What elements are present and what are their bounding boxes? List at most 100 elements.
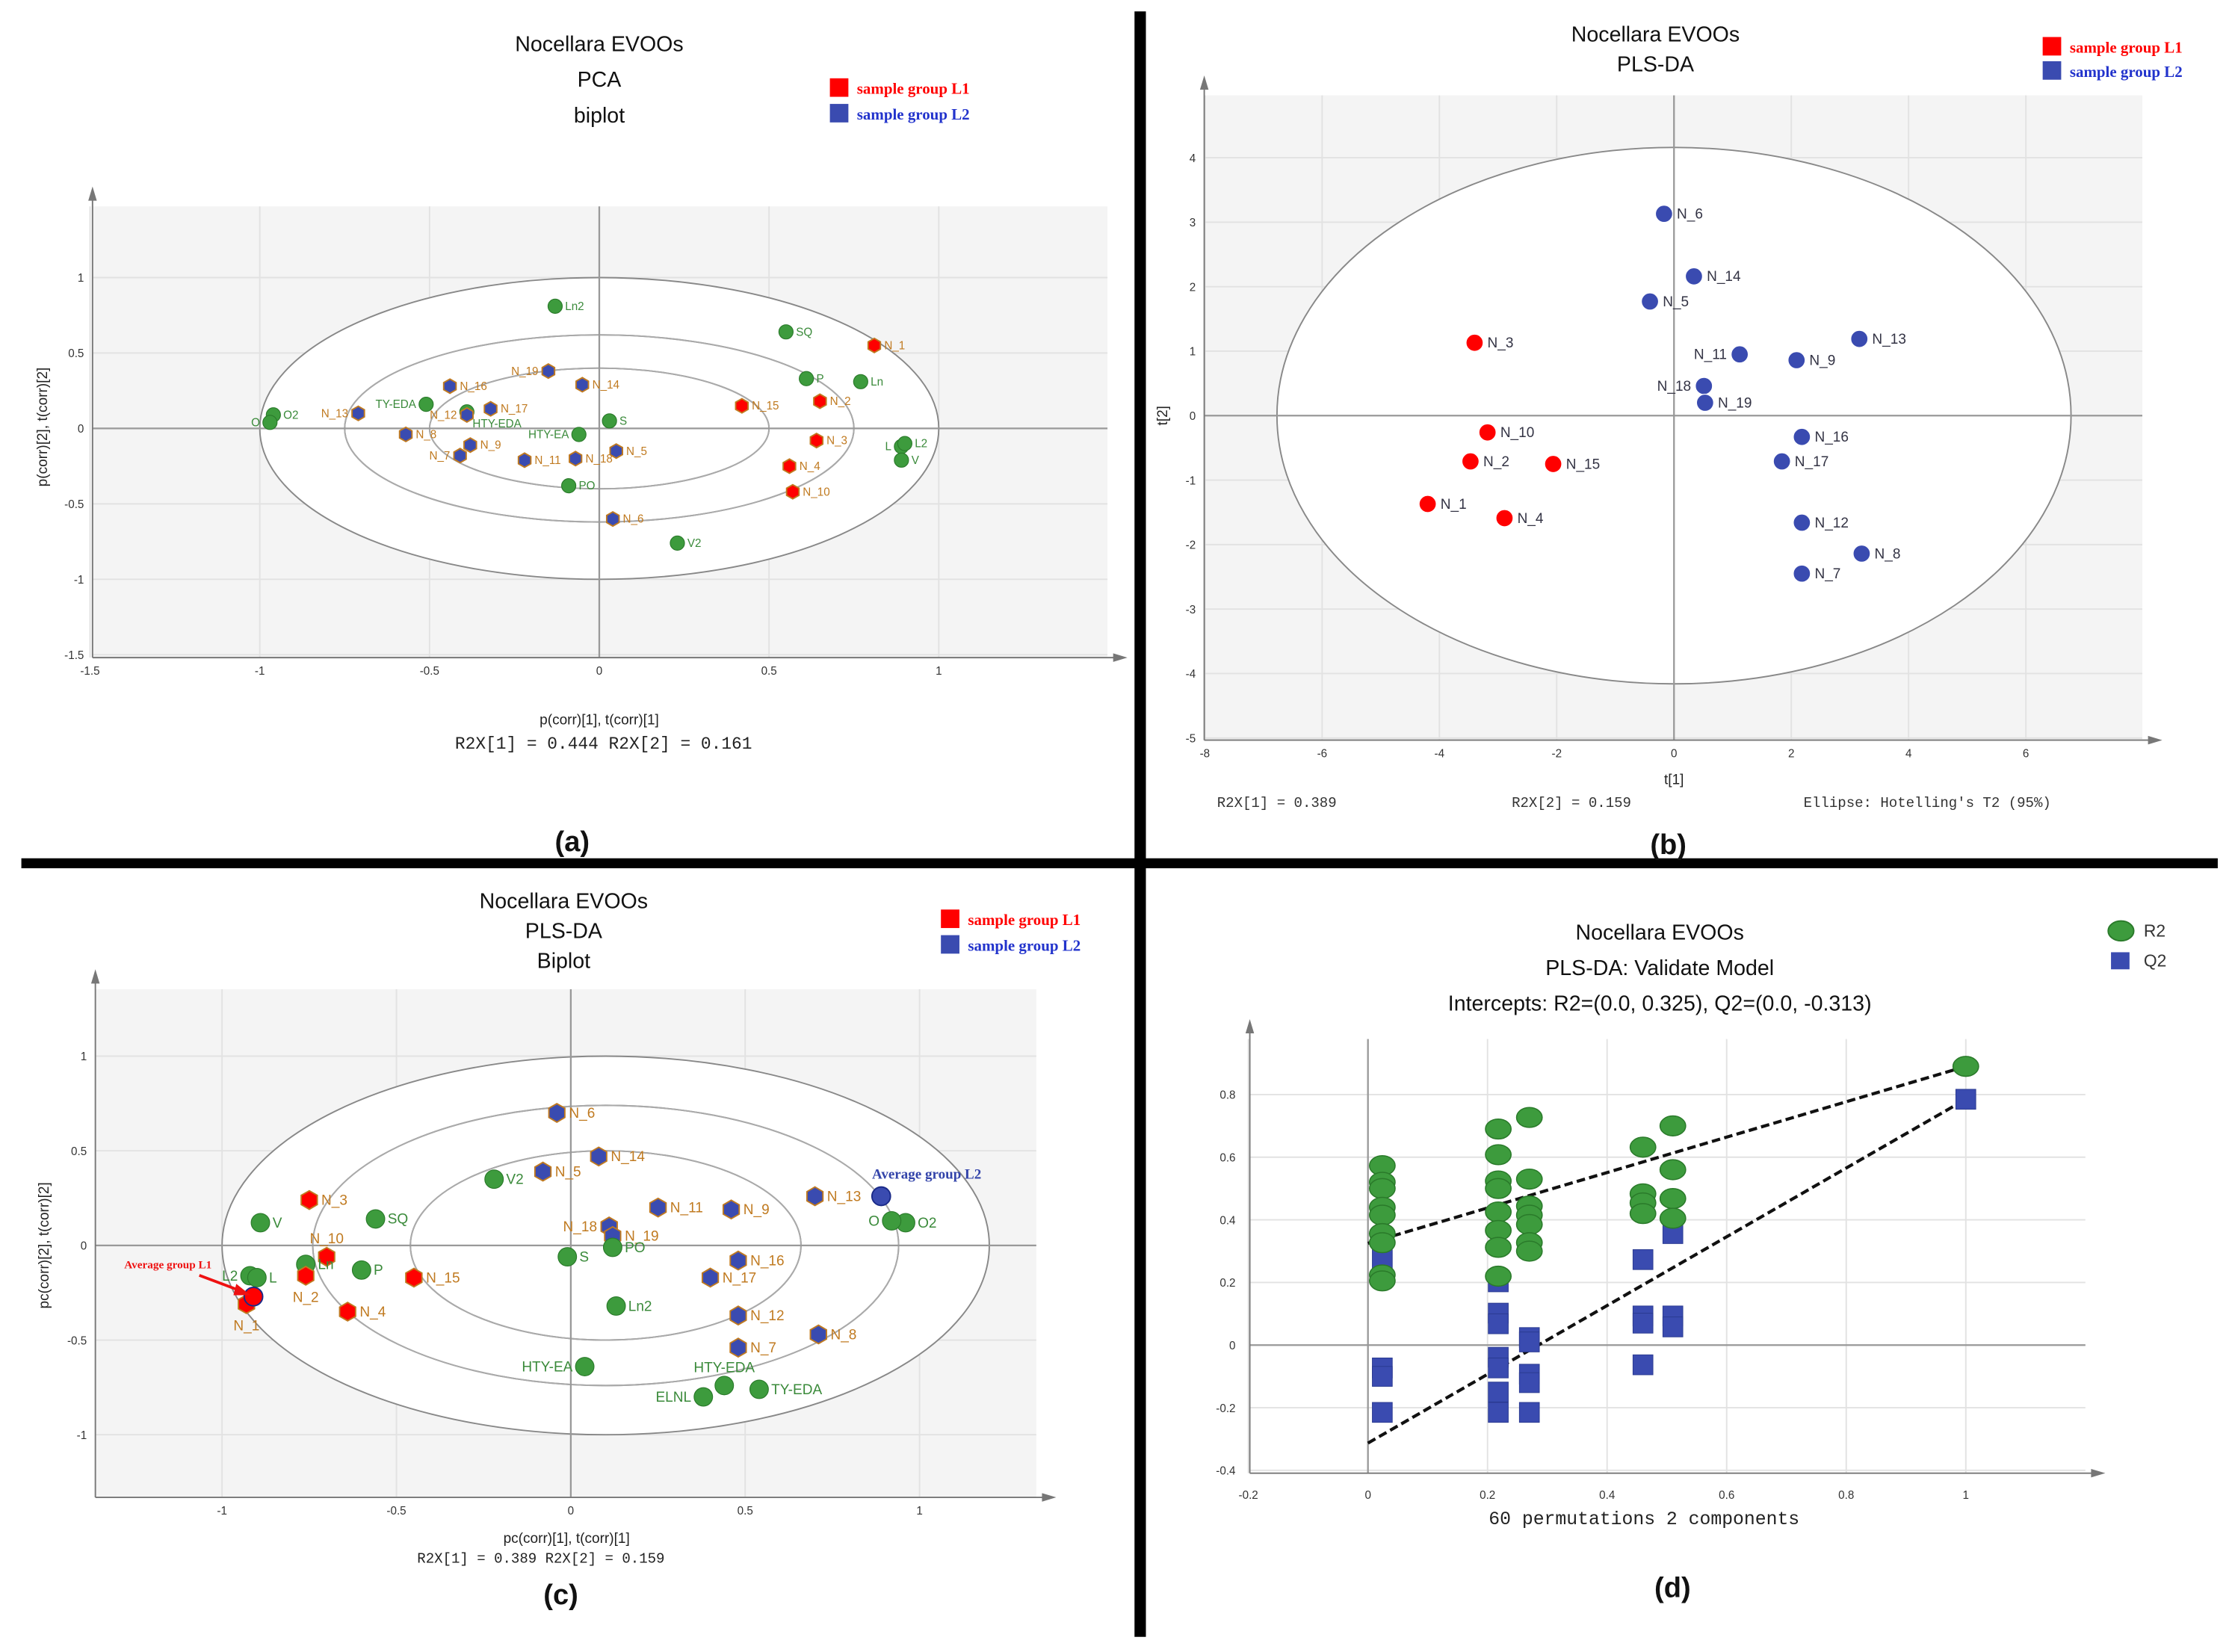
x-axis-label: pc(corr)[1], t(corr)[1] [504, 1531, 630, 1547]
chart-title-line: PLS-DA [525, 919, 602, 943]
sample-label: N_10 [1500, 425, 1534, 441]
legend-q2-marker [2111, 952, 2130, 970]
r2-point [1485, 1201, 1512, 1223]
sample-label: N_13 [1872, 332, 1906, 347]
x-tick-label: 0 [596, 665, 602, 678]
x-tick-label: -0.5 [386, 1505, 406, 1518]
y-axis-arrow [88, 186, 97, 201]
sample-label: N_6 [1677, 207, 1703, 223]
sample-label: N_16 [1814, 430, 1849, 445]
x-tick-label: 1 [1963, 1489, 1969, 1502]
variable-point [365, 1209, 386, 1229]
x-tick-label: 4 [1905, 747, 1912, 760]
variable-point [602, 1237, 622, 1257]
sample-point [1461, 452, 1480, 471]
sample-point [534, 1161, 552, 1182]
sample-point [1465, 333, 1484, 352]
y-tick-label: -0.4 [1216, 1465, 1236, 1478]
r2-point [1368, 1178, 1396, 1199]
variable-label: P [374, 1263, 383, 1278]
x-tick-label: -0.5 [420, 665, 439, 678]
sample-label: N_10 [803, 486, 829, 498]
sample-point [575, 377, 590, 393]
sample-label: N_17 [1795, 454, 1829, 470]
y-tick-label: -2 [1186, 539, 1196, 552]
x-tick-label: -1.5 [80, 665, 99, 678]
x-tick-label: 0.4 [1599, 1489, 1616, 1502]
sample-point [813, 393, 827, 409]
variable-point [882, 1210, 902, 1231]
sample-point [548, 1103, 566, 1124]
plot-footer-text: R2X[2] = 0.159 [1512, 795, 1631, 811]
y-tick-label: -1 [1186, 474, 1196, 487]
y-axis-arrow [90, 969, 100, 984]
y-axis-label: t[2] [1155, 406, 1171, 425]
sample-point [1793, 564, 1811, 583]
sample-point [351, 405, 365, 421]
r2-regression-line [1367, 1065, 1967, 1246]
sample-point [318, 1246, 336, 1267]
sample-point [300, 1189, 318, 1210]
y-tick-label: 3 [1190, 217, 1196, 229]
x-tick-label: 1 [916, 1505, 922, 1518]
sample-label: N_18 [563, 1219, 598, 1235]
legend-l2-swatch [2042, 61, 2062, 80]
sample-label: N_16 [750, 1253, 785, 1269]
variable-label: L [885, 441, 891, 454]
r2-point [1515, 1213, 1543, 1235]
r2-point [1952, 1056, 1979, 1077]
sample-label: N_9 [480, 439, 501, 452]
legend-r2-label: R2 [2144, 921, 2165, 940]
sample-label: N_3 [321, 1192, 347, 1208]
y-tick-label: 1 [1190, 346, 1196, 359]
legend-l2-swatch [829, 104, 849, 123]
sample-label: N_12 [750, 1308, 785, 1324]
sample-point [867, 337, 882, 353]
variable-point [484, 1169, 504, 1189]
sample-label: N_3 [826, 435, 847, 448]
y-tick-label: 0.6 [1219, 1151, 1235, 1164]
chart-title-line: Nocellara EVOOs [1571, 22, 1740, 46]
sample-label: N_8 [830, 1327, 856, 1343]
variable-point [571, 427, 587, 442]
q2-point [1372, 1366, 1393, 1387]
variable-label: L2 [222, 1269, 238, 1284]
sample-point [1495, 509, 1514, 528]
x-tick-label: -1 [255, 665, 265, 678]
sample-point [338, 1301, 356, 1322]
variable-label: SQ [796, 326, 812, 338]
average-group-l1-annotation: Average group L1 [124, 1258, 211, 1271]
y-tick-label: 4 [1190, 152, 1196, 165]
x-tick-label: -8 [1200, 747, 1211, 760]
x-axis-arrow [2148, 735, 2163, 745]
variable-point [561, 478, 577, 494]
plot-footer-text: Ellipse: Hotelling's T2 (95%) [1804, 795, 2051, 811]
chart-title-line: Intercepts: R2=(0.0, 0.325), Q2=(0.0, -0… [1448, 992, 1872, 1016]
variable-label: Ln2 [628, 1299, 652, 1314]
variable-point [897, 436, 912, 451]
variable-label: V2 [506, 1172, 523, 1188]
legend-q2-label: Q2 [2144, 950, 2166, 970]
x-tick-label: 0 [1671, 747, 1677, 760]
legend-l2-label: sample group L2 [2070, 63, 2183, 81]
sample-point [517, 452, 532, 468]
sample-point [483, 400, 498, 417]
variable-label: HTY-EDA [693, 1360, 755, 1376]
x-tick-label: 0.5 [738, 1505, 753, 1518]
r2x-summary: R2X[1] = 0.389 R2X[2] = 0.159 [417, 1551, 664, 1568]
sample-label: N_7 [750, 1340, 776, 1356]
r2-point [1515, 1169, 1543, 1190]
variable-point [778, 324, 794, 340]
x-tick-label: 2 [1788, 747, 1794, 760]
sample-label: N_8 [1875, 546, 1901, 562]
variable-label: O [251, 416, 260, 429]
sample-label: N_4 [1518, 511, 1544, 527]
variable-point [693, 1387, 714, 1407]
sample-point [729, 1250, 747, 1271]
r2-point [1368, 1270, 1396, 1292]
x-tick-label: 0.8 [1838, 1489, 1854, 1502]
variable-point [547, 298, 563, 314]
sample-label: N_2 [1483, 454, 1509, 470]
sample-point [1684, 267, 1703, 285]
sample-label: N_9 [744, 1202, 770, 1218]
